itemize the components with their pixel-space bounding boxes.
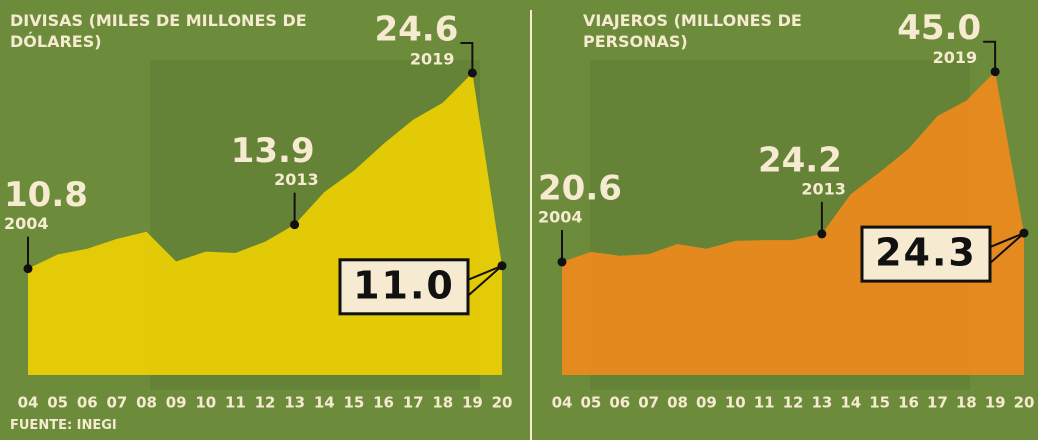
x-tick-label: 19 [462, 394, 483, 412]
value-label: 11.0 [353, 263, 455, 307]
chart: 040506070809101112131415161718192010.820… [0, 0, 1038, 440]
x-tick-label: 05 [47, 394, 68, 412]
value-label: 24.2 [758, 140, 842, 180]
year-label: 2013 [801, 179, 846, 198]
year-label: 2019 [933, 48, 978, 67]
x-tick-label: 08 [667, 394, 688, 412]
point [24, 264, 33, 273]
x-tick-label: 14 [314, 394, 335, 412]
x-tick-label: 04 [18, 394, 39, 412]
x-tick-label: 20 [492, 394, 513, 412]
value-label: 24.6 [374, 9, 458, 49]
x-tick-label: 10 [195, 394, 216, 412]
x-tick-label: 11 [754, 394, 775, 412]
x-tick-label: 19 [985, 394, 1006, 412]
x-tick-label: 07 [106, 394, 127, 412]
x-tick-label: 20 [1014, 394, 1035, 412]
value-label: 13.9 [231, 131, 315, 171]
x-tick-label: 15 [869, 394, 890, 412]
point [468, 68, 477, 77]
source: FUENTE: INEGI [10, 418, 117, 433]
value-label: 45.0 [897, 8, 981, 48]
x-tick-label: 12 [255, 394, 276, 412]
chart-title: VIAJEROS (MILLONES DE PERSONAS) [583, 10, 808, 52]
x-tick-label: 14 [840, 394, 861, 412]
x-tick-label: 06 [77, 394, 98, 412]
point [817, 229, 826, 238]
x-tick-label: 10 [725, 394, 746, 412]
x-tick-label: 17 [927, 394, 948, 412]
year-label: 2004 [538, 207, 583, 226]
point [1020, 229, 1029, 238]
year-label: 2013 [274, 170, 319, 189]
x-tick-label: 11 [225, 394, 246, 412]
infographic: 040506070809101112131415161718192010.820… [0, 0, 1038, 440]
point [290, 220, 299, 229]
x-tick-label: 13 [811, 394, 832, 412]
x-tick-label: 07 [638, 394, 659, 412]
x-tick-label: 18 [956, 394, 977, 412]
chart-title: DIVISAS (MILES DE MILLONES DE DÓLARES) [10, 10, 330, 52]
x-tick-label: 09 [696, 394, 717, 412]
x-tick-label: 15 [343, 394, 364, 412]
x-tick-label: 16 [373, 394, 394, 412]
connector [983, 42, 995, 72]
value-label: 20.6 [538, 168, 622, 208]
x-tick-label: 18 [432, 394, 453, 412]
point [558, 257, 567, 266]
x-tick-label: 16 [898, 394, 919, 412]
value-label: 10.8 [4, 175, 88, 215]
year-label: 2019 [410, 49, 455, 68]
x-tick-label: 06 [609, 394, 630, 412]
x-tick-label: 08 [136, 394, 157, 412]
x-tick-label: 05 [580, 394, 601, 412]
point [498, 261, 507, 270]
year-label: 2004 [4, 214, 49, 233]
value-label: 24.3 [875, 231, 977, 275]
x-tick-label: 13 [284, 394, 305, 412]
x-tick-label: 17 [403, 394, 424, 412]
x-tick-label: 04 [552, 394, 573, 412]
point [991, 67, 1000, 76]
x-tick-label: 12 [783, 394, 804, 412]
x-tick-label: 09 [166, 394, 187, 412]
